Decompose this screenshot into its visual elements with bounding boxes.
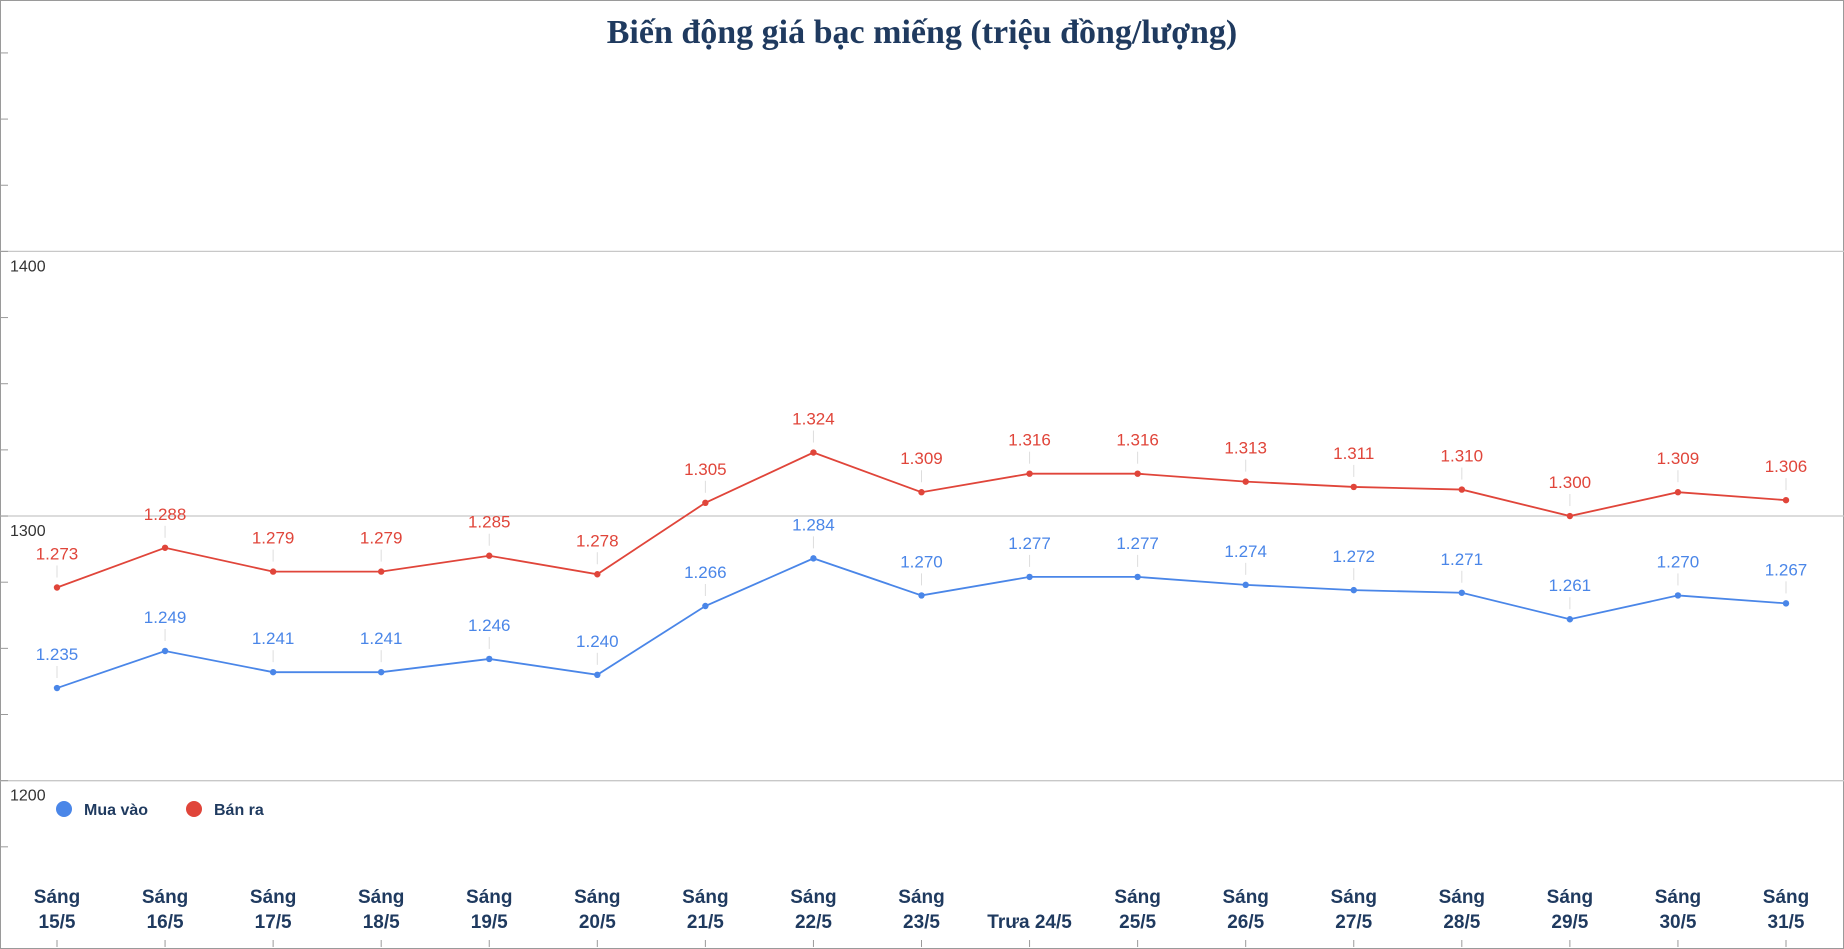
data-point [1674,489,1682,496]
data-point [1242,581,1249,589]
chart-title: Biến động giá bạc miếng (triệu đồng/lượn… [606,14,1238,51]
data-point [918,489,925,496]
data-label: 1.261 [1549,576,1592,595]
x-tick-label: Sáng 20/5 [574,887,620,933]
data-point [810,449,817,456]
data-point [1134,573,1141,581]
data-point [1458,486,1466,493]
data-point [810,555,817,562]
legend-label: Mua vào [84,802,148,819]
data-label: 1.284 [792,515,835,534]
data-label: 1.235 [36,645,79,664]
data-label: 1.267 [1765,560,1808,579]
data-label: 1.240 [576,632,619,651]
x-tick-label: Sáng 25/5 [1114,887,1160,933]
data-label: 1.316 [1008,431,1051,450]
data-point [1782,600,1790,607]
data-label: 1.277 [1008,534,1051,553]
data-label: 1.246 [468,616,511,635]
data-label: 1.278 [576,531,619,550]
x-tick-label: Sáng 30/5 [1655,887,1701,933]
data-point [161,544,169,551]
data-point [1782,496,1790,504]
data-point [269,568,277,575]
x-tick-label: Sáng 28/5 [1439,887,1485,933]
y-tick-label: 1400 [10,258,46,275]
data-point [918,592,925,599]
data-point [1458,589,1466,596]
data-point [594,571,601,578]
x-tick-label: Sáng 15/5 [34,887,80,933]
x-tick-label: Sáng 23/5 [898,887,944,933]
data-point [377,568,385,575]
data-point [1566,616,1574,623]
data-label: 1.279 [360,529,403,548]
data-point [53,584,61,591]
y-tick-label: 1200 [10,788,46,805]
x-tick-label: Sáng 17/5 [250,887,296,933]
data-point [1242,478,1249,485]
data-label: 1.271 [1441,550,1484,569]
x-tick-label: Sáng 26/5 [1222,887,1268,933]
data-point [1566,512,1574,520]
x-tick-label: Trưa 24/5 [987,912,1072,933]
data-label: 1.272 [1332,547,1375,566]
x-tick-label: Sáng 31/5 [1763,887,1809,933]
data-label: 1.306 [1765,457,1808,476]
data-label: 1.305 [684,460,727,479]
data-label: 1.270 [1657,552,1700,571]
data-label: 1.249 [144,608,187,627]
data-label: 1.285 [468,513,511,532]
x-tick-label: Sáng 18/5 [358,887,404,933]
data-label: 1.241 [360,629,403,648]
data-label: 1.270 [900,552,943,571]
data-label: 1.324 [792,410,835,429]
x-tick-label: Sáng 19/5 [466,887,512,933]
legend-marker [186,801,202,817]
data-point [161,647,169,655]
data-label: 1.277 [1116,534,1159,553]
legend-label: Bán ra [214,802,264,819]
data-label: 1.316 [1116,431,1159,450]
x-tick-label: Sáng 22/5 [790,887,836,933]
data-label: 1.313 [1224,439,1267,458]
data-point [1350,483,1357,491]
data-label: 1.288 [144,505,187,524]
data-label: 1.274 [1224,542,1267,561]
data-point [702,602,709,610]
data-label: 1.266 [684,563,727,582]
data-point [1026,470,1033,477]
data-point [486,552,493,559]
data-point [702,499,709,507]
data-label: 1.241 [252,629,295,648]
data-label: 1.309 [1657,449,1700,468]
data-point [1350,586,1357,594]
x-tick-label: Sáng 21/5 [682,887,728,933]
data-label: 1.310 [1441,447,1484,466]
legend-marker [56,801,72,817]
data-point [1674,592,1682,599]
data-point [486,655,493,663]
data-point [1026,573,1033,581]
data-point [269,668,277,676]
data-point [1134,470,1141,477]
data-point [594,671,601,679]
data-label: 1.300 [1549,473,1592,492]
data-label: 1.279 [252,529,295,548]
data-label: 1.309 [900,449,943,468]
y-tick-label: 1300 [10,523,46,540]
x-tick-label: Sáng 29/5 [1547,887,1593,933]
data-label: 1.311 [1333,444,1374,463]
data-label: 1.273 [36,544,79,563]
data-point [53,684,61,692]
legend: Mua vào Bán ra [56,801,264,819]
x-tick-label: Sáng 27/5 [1331,887,1377,933]
data-point [377,668,385,676]
x-tick-label: Sáng 16/5 [142,887,188,933]
